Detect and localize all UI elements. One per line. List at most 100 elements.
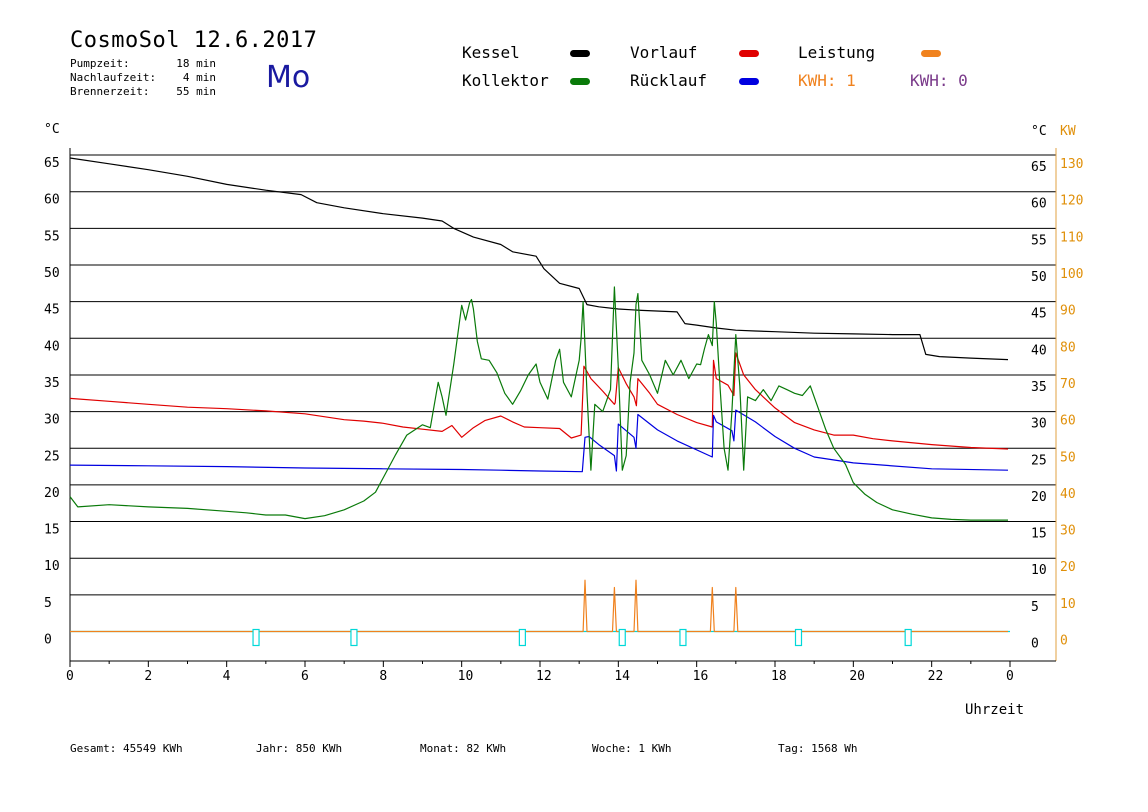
pump-marker (794, 628, 803, 647)
y-axis-label-right: °C (1031, 124, 1047, 139)
pump-marker (518, 628, 526, 647)
x-tick-label: 8 (379, 669, 387, 684)
y-tick-label: 40 (44, 339, 60, 354)
pump-marker (350, 628, 358, 647)
series-lines (69, 157, 1010, 633)
x-tick-label: 2 (144, 669, 152, 684)
y-tick-label-right: 20 (1031, 490, 1047, 505)
info-value: 55 min (176, 85, 216, 98)
footer-gesamt: Gesamt: 45549 KWh (70, 742, 183, 755)
pump-markers (252, 628, 912, 647)
y2-axis-label: KW (1060, 124, 1076, 139)
weekday-label: Mo (266, 60, 311, 95)
y2-tick-label: 100 (1060, 267, 1083, 282)
y-tick-label-right: 0 (1031, 637, 1039, 652)
y-tick-label-right: 10 (1031, 563, 1047, 578)
y2-tick-label: 40 (1060, 487, 1076, 502)
x-tick-label: 22 (928, 669, 944, 684)
x-tick-label: 10 (458, 669, 474, 684)
pump-marker (252, 628, 260, 647)
y-tick-label: 0 (44, 633, 52, 648)
grid-lines (69, 148, 1057, 662)
x-tick-label: 0 (1006, 669, 1014, 684)
y-tick-label: 15 (44, 523, 60, 538)
x-tick-label: 0 (66, 669, 74, 684)
y-tick-label: 65 (44, 156, 60, 171)
info-label: Pumpzeit: (70, 57, 130, 70)
x-tick-label: 12 (536, 669, 552, 684)
info-label: Brennerzeit: (70, 85, 150, 98)
pump-marker (618, 628, 626, 647)
y2-tick-label: 30 (1060, 524, 1076, 539)
y-tick-label-right: 5 (1031, 600, 1039, 615)
pump-marker (904, 628, 912, 647)
footer-monat: Monat: 82 KWh (420, 742, 507, 755)
y-tick-label: 35 (44, 376, 60, 391)
legend-vorlauf-swatch (739, 50, 759, 57)
y2-tick-label: 10 (1060, 597, 1076, 612)
legend-ruecklauf-label: Rücklauf (630, 71, 708, 90)
legend-leistung-label: Leistung (798, 43, 876, 62)
info-value: 4 min (182, 71, 216, 84)
y2-tick-label: 130 (1060, 157, 1083, 172)
x-tick-label: 6 (301, 669, 309, 684)
legend-leistung-swatch (921, 50, 941, 57)
legend-kollektor-label: Kollektor (462, 71, 549, 90)
y-tick-label-right: 45 (1031, 307, 1047, 322)
series-line-leistung (70, 579, 1008, 633)
y2-tick-label: 90 (1060, 304, 1076, 319)
info-row-nachlaufzeit: Nachlaufzeit: 4 min (70, 71, 216, 84)
series-line-rücklauf (69, 409, 1009, 473)
x-tick-label: 14 (614, 669, 630, 684)
legend-vorlauf-label: Vorlauf (630, 43, 698, 62)
y-tick-label-right: 60 (1031, 197, 1047, 212)
y2-tick-label: 80 (1060, 340, 1076, 355)
y-tick-label: 25 (44, 449, 60, 464)
y-tick-label-right: 50 (1031, 270, 1047, 285)
series-line-kessel (69, 157, 1009, 361)
series-line-kollektor (69, 286, 1008, 521)
series-line-vorlauf (69, 352, 1009, 450)
info-row-pumpzeit: Pumpzeit: 18 min (70, 57, 216, 70)
legend-kollektor-swatch (570, 78, 590, 85)
y2-tick-label: 20 (1060, 560, 1076, 575)
y-tick-label: 55 (44, 229, 60, 244)
y-tick-label: 20 (44, 486, 60, 501)
x-tick-label: 16 (693, 669, 709, 684)
y-tick-label: 5 (44, 596, 52, 611)
info-row-brennerzeit: Brennerzeit: 55 min (70, 85, 216, 98)
y-axis-label: °C (44, 122, 60, 137)
pump-marker (679, 628, 687, 647)
footer-woche: Woche: 1 KWh (592, 742, 672, 755)
y2-tick-label: 50 (1060, 450, 1076, 465)
y-tick-label: 10 (44, 559, 60, 574)
y-tick-label-right: 35 (1031, 380, 1047, 395)
x-tick-label: 18 (771, 669, 787, 684)
y-tick-label-right: 30 (1031, 417, 1047, 432)
legend-kessel-label: Kessel (462, 43, 520, 62)
kwh-solar-label: KWH: 1 (798, 71, 856, 90)
y-tick-label: 50 (44, 266, 60, 281)
y2-tick-label: 120 (1060, 194, 1083, 209)
info-value: 18 min (176, 57, 216, 70)
y-tick-label-right: 55 (1031, 233, 1047, 248)
legend-ruecklauf-swatch (739, 78, 759, 85)
footer-tag: Tag: 1568 Wh (778, 742, 858, 755)
y2-tick-label: 110 (1060, 230, 1083, 245)
x-axis-label: Uhrzeit (965, 702, 1024, 718)
x-tick-label: 20 (849, 669, 865, 684)
y-tick-label: 30 (44, 413, 60, 428)
kwh-boiler-label: KWH: 0 (910, 71, 968, 90)
y2-tick-label: 0 (1060, 634, 1068, 649)
info-label: Nachlaufzeit: (70, 71, 157, 84)
y-tick-label: 60 (44, 193, 60, 208)
y-tick-label-right: 15 (1031, 527, 1047, 542)
y-tick-label: 45 (44, 303, 60, 318)
y2-tick-label: 70 (1060, 377, 1076, 392)
x-tick-label: 4 (223, 669, 231, 684)
footer-jahr: Jahr: 850 KWh (256, 742, 343, 755)
y-tick-label-right: 25 (1031, 453, 1047, 468)
y2-tick-label: 60 (1060, 414, 1076, 429)
